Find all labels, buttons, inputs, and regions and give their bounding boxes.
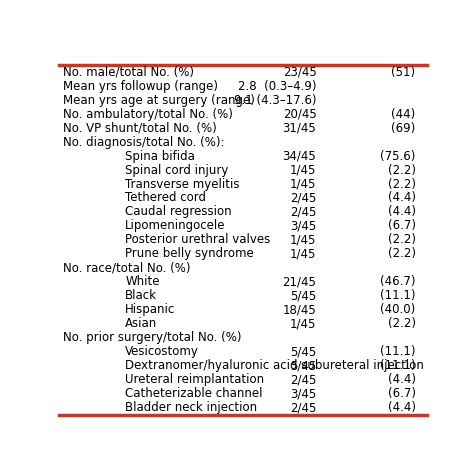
Text: (75.6): (75.6) <box>380 150 416 162</box>
Text: White: White <box>125 275 160 288</box>
Text: 31/45: 31/45 <box>283 122 316 135</box>
Text: 3/45: 3/45 <box>290 387 316 400</box>
Text: Vesicostomy: Vesicostomy <box>125 345 199 358</box>
Text: 9.1 (4.3–17.6): 9.1 (4.3–17.6) <box>234 94 316 107</box>
Text: 1/45: 1/45 <box>290 317 316 330</box>
Text: (11.1): (11.1) <box>380 289 416 302</box>
Text: (40.0): (40.0) <box>380 303 416 316</box>
Text: (2.2): (2.2) <box>388 317 416 330</box>
Text: No. race/total No. (%): No. race/total No. (%) <box>63 262 191 274</box>
Text: (6.7): (6.7) <box>388 387 416 400</box>
Text: Mean yrs age at surgery (range): Mean yrs age at surgery (range) <box>63 94 255 107</box>
Text: Black: Black <box>125 289 157 302</box>
Text: 18/45: 18/45 <box>283 303 316 316</box>
Text: 21/45: 21/45 <box>283 275 316 288</box>
Text: (2.2): (2.2) <box>388 234 416 247</box>
Text: Posterior urethral valves: Posterior urethral valves <box>125 234 271 247</box>
Text: (2.2): (2.2) <box>388 248 416 260</box>
Text: 2/45: 2/45 <box>290 191 316 205</box>
Text: Transverse myelitis: Transverse myelitis <box>125 177 240 190</box>
Text: 34/45: 34/45 <box>283 150 316 162</box>
Text: (4.4): (4.4) <box>388 401 416 414</box>
Text: (4.4): (4.4) <box>388 373 416 386</box>
Text: 2/45: 2/45 <box>290 373 316 386</box>
Text: Hispanic: Hispanic <box>125 303 176 316</box>
Text: (44): (44) <box>392 108 416 121</box>
Text: Prune belly syndrome: Prune belly syndrome <box>125 248 254 260</box>
Text: 23/45: 23/45 <box>283 66 316 79</box>
Text: Lipomeningocele: Lipomeningocele <box>125 219 226 233</box>
Text: (2.2): (2.2) <box>388 163 416 176</box>
Text: (2.2): (2.2) <box>388 177 416 190</box>
Text: 5/45: 5/45 <box>290 289 316 302</box>
Text: Bladder neck injection: Bladder neck injection <box>125 401 257 414</box>
Text: (51): (51) <box>392 66 416 79</box>
Text: 1/45: 1/45 <box>290 234 316 247</box>
Text: No. diagnosis/total No. (%):: No. diagnosis/total No. (%): <box>63 136 224 148</box>
Text: (69): (69) <box>392 122 416 135</box>
Text: No. prior surgery/total No. (%): No. prior surgery/total No. (%) <box>63 331 241 344</box>
Text: Ureteral reimplantation: Ureteral reimplantation <box>125 373 264 386</box>
Text: 1/45: 1/45 <box>290 177 316 190</box>
Text: (6.7): (6.7) <box>388 219 416 233</box>
Text: 2/45: 2/45 <box>290 205 316 219</box>
Text: Spinal cord injury: Spinal cord injury <box>125 163 229 176</box>
Text: Dextranomer/hyaluronic acid subureteral injection: Dextranomer/hyaluronic acid subureteral … <box>125 359 424 372</box>
Text: No. ambulatory/total No. (%): No. ambulatory/total No. (%) <box>63 108 233 121</box>
Text: (46.7): (46.7) <box>380 275 416 288</box>
Text: No. male/total No. (%): No. male/total No. (%) <box>63 66 194 79</box>
Text: 1/45: 1/45 <box>290 163 316 176</box>
Text: Spina bifida: Spina bifida <box>125 150 195 162</box>
Text: (4.4): (4.4) <box>388 205 416 219</box>
Text: (11.1): (11.1) <box>380 359 416 372</box>
Text: 20/45: 20/45 <box>283 108 316 121</box>
Text: Caudal regression: Caudal regression <box>125 205 232 219</box>
Text: (4.4): (4.4) <box>388 191 416 205</box>
Text: Asian: Asian <box>125 317 158 330</box>
Text: 5/45: 5/45 <box>290 359 316 372</box>
Text: No. VP shunt/total No. (%): No. VP shunt/total No. (%) <box>63 122 217 135</box>
Text: (11.1): (11.1) <box>380 345 416 358</box>
Text: 1/45: 1/45 <box>290 248 316 260</box>
Text: 2.8  (0.3–4.9): 2.8 (0.3–4.9) <box>238 80 316 93</box>
Text: Mean yrs followup (range): Mean yrs followup (range) <box>63 80 218 93</box>
Text: 2/45: 2/45 <box>290 401 316 414</box>
Text: Tethered cord: Tethered cord <box>125 191 206 205</box>
Text: 5/45: 5/45 <box>290 345 316 358</box>
Text: Catheterizable channel: Catheterizable channel <box>125 387 263 400</box>
Text: 3/45: 3/45 <box>290 219 316 233</box>
